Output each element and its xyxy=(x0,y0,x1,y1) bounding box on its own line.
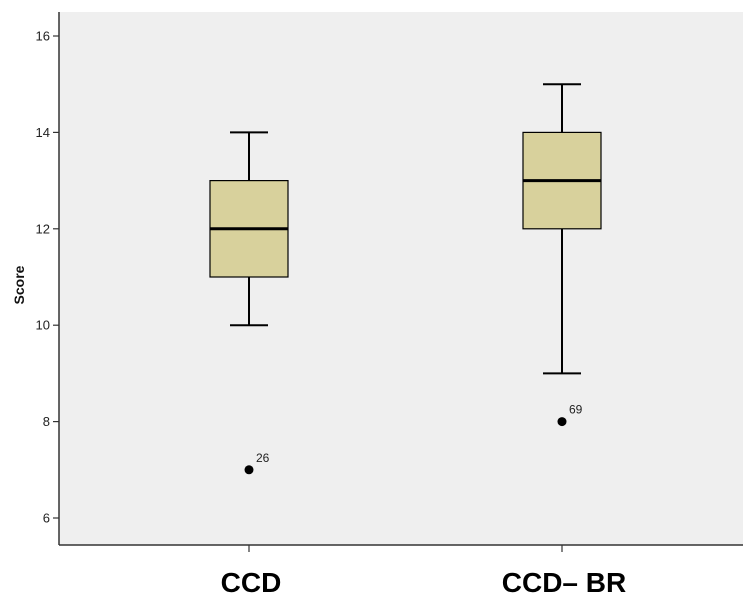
plot-area xyxy=(59,12,743,545)
y-tick-label: 14 xyxy=(36,125,50,140)
outlier-point xyxy=(244,465,254,475)
outlier-label: 26 xyxy=(256,451,270,465)
category-label: CCD xyxy=(221,567,282,598)
outlier-label: 69 xyxy=(569,403,583,417)
y-tick-label: 10 xyxy=(36,318,50,333)
category-label: CCD– BR xyxy=(502,567,626,598)
chart-marks: 6 8 10 12 14 16 26 CCD 69 CCD– BR xyxy=(36,29,627,599)
outlier-point xyxy=(557,417,567,427)
y-tick-label: 16 xyxy=(36,29,50,44)
y-tick-label: 12 xyxy=(36,221,50,236)
y-tick-label: 6 xyxy=(43,511,50,526)
y-tick-label: 8 xyxy=(43,414,50,429)
y-axis-label: Score xyxy=(11,265,27,304)
